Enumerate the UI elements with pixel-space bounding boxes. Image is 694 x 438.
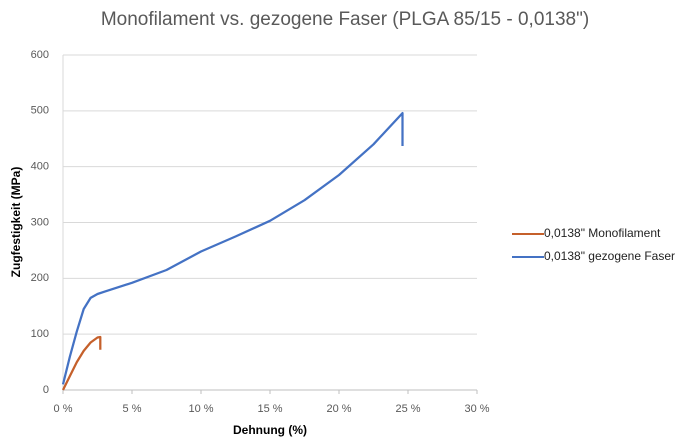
y-tick-label: 600: [31, 49, 49, 61]
legend-label: 0,0138" Monofilament: [544, 226, 661, 240]
y-tick-label: 300: [31, 216, 49, 228]
y-tick-label: 500: [31, 105, 49, 117]
x-tick-label: 20 %: [326, 403, 351, 415]
y-tick-label: 100: [31, 328, 49, 340]
y-tick-label: 0: [43, 384, 49, 396]
legend: 0,0138" Monofilament 0,0138" gezogene Fas…: [512, 226, 692, 272]
chart-title: Monofilament vs. gezogene Faser (PLGA 85…: [101, 9, 589, 30]
y-tick-label: 400: [31, 161, 49, 173]
x-tick-label: 25 %: [395, 403, 420, 415]
x-tick-label: 10 %: [188, 403, 213, 415]
legend-swatch: [512, 233, 544, 235]
y-axis-label: Zugfestigkeit (MPa): [9, 167, 23, 278]
x-tick-label: 30 %: [464, 403, 489, 415]
y-tick-label: 200: [31, 272, 49, 284]
x-tick-label: 5 %: [123, 403, 142, 415]
x-axis-label: Dehnung (%): [233, 423, 307, 437]
series-line: [61, 335, 102, 391]
legend-label: 0,0138" gezogene Faser: [544, 249, 676, 263]
x-tick-label: 0 %: [54, 403, 73, 415]
x-tick-label: 15 %: [257, 403, 282, 415]
series-line: [61, 111, 404, 385]
legend-swatch: [512, 256, 544, 258]
legend-entry: 0,0138" gezogene Faser: [512, 249, 692, 264]
legend-entry: 0,0138" Monofilament: [512, 226, 692, 241]
